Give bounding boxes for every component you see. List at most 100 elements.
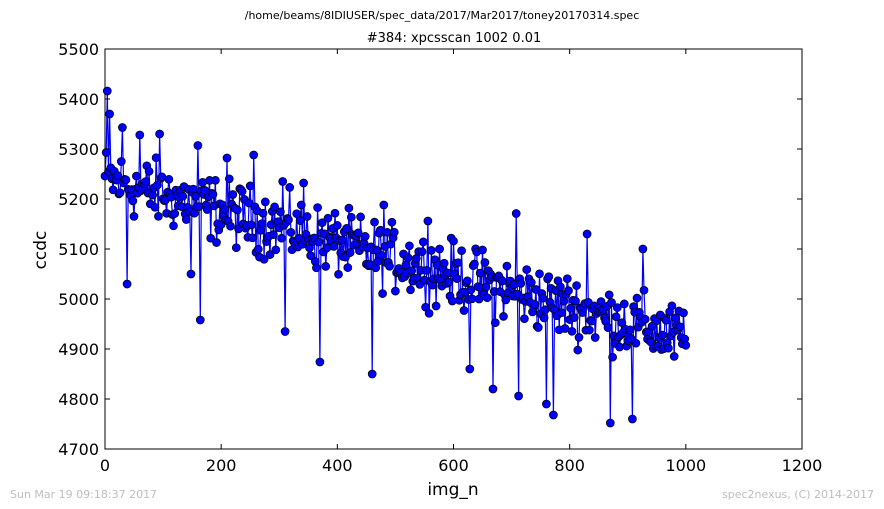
data-point [247,220,256,230]
data-point [345,248,355,257]
y-tick-label: 5100 [58,240,99,259]
data-point [193,141,203,150]
y-tick-label: 4800 [58,390,99,409]
data-point [582,229,592,239]
series-layer [100,86,691,428]
chart-title: #384: xpcsscan 1002 0.01 [367,31,542,46]
footer-timestamp: Sun Mar 19 09:18:37 2017 [10,488,157,501]
data-point [443,268,453,278]
y-tick-label: 5200 [58,190,99,209]
data-point [385,261,394,271]
data-point [102,86,112,96]
data-point [258,208,268,218]
x-tick-label: 400 [322,456,353,475]
data-point [128,196,138,206]
data-point [116,157,126,166]
data-point [407,266,417,276]
data-point [488,384,498,394]
data-point [212,238,221,247]
data-point [422,266,432,275]
data-point [542,399,551,409]
data-point [478,245,487,255]
data-point [378,289,387,298]
data-point [403,253,413,263]
data-point [481,282,491,292]
data-point [664,343,673,353]
data-point [317,218,327,228]
data-point [475,268,485,278]
data-point [280,327,290,336]
data-point [435,244,444,254]
data-point [526,278,536,287]
data-point [296,200,306,210]
data-point [406,285,415,295]
data-point [306,251,315,260]
data-point [170,209,180,218]
data-point [323,213,333,223]
data-point [522,265,532,274]
data-point [573,345,583,355]
data-point [220,205,230,214]
data-point [444,277,454,287]
data-point [195,315,205,325]
data-point [118,123,127,132]
data-point [169,221,178,231]
data-point [211,175,220,185]
data-point [625,325,635,335]
data-point [224,174,234,184]
data-point [226,221,235,231]
data-point [482,293,492,303]
y-tick-label: 5400 [58,90,99,109]
data-point [605,418,615,428]
data-point [321,262,331,271]
data-point [105,109,114,119]
data-point [604,290,614,300]
data-point [391,286,400,296]
data-point [271,245,281,255]
data-point [121,175,131,185]
data-point [511,209,521,218]
data-point [237,187,247,196]
data-point [346,212,356,222]
data-point [387,217,397,227]
data-point [675,322,685,332]
data-point [257,219,267,229]
data-point [292,209,302,219]
data-point [191,192,200,201]
data-point [514,391,523,401]
data-point [148,190,157,200]
x-axis: 0 200 400 600 800 1000 1200 [100,49,822,475]
data-point [544,272,554,282]
data-point [538,293,548,303]
data-point [449,236,458,246]
data-point [259,254,269,264]
data-point [370,217,379,227]
data-point [206,233,216,243]
data-point [285,183,295,192]
data-point [186,269,196,279]
data-point [612,303,622,312]
data-point [628,414,637,424]
data-point [439,258,449,268]
data-point [516,279,526,288]
x-tick-label: 1000 [665,456,706,475]
data-point [141,177,151,186]
data-point [574,333,584,342]
data-point [194,202,204,211]
data-point [572,281,581,290]
data-point [459,306,469,315]
data-point [270,202,279,212]
data-point [284,215,293,225]
x-tick-label: 800 [554,456,585,475]
data-point [453,258,463,268]
y-tick-label: 5000 [58,290,99,309]
data-point [480,258,490,267]
data-point [132,171,141,181]
data-point [418,237,428,247]
data-point [113,171,123,180]
data-point [299,178,308,188]
data-point [144,166,154,176]
data-point [667,301,677,311]
data-point [562,274,572,284]
data-point [457,246,466,256]
